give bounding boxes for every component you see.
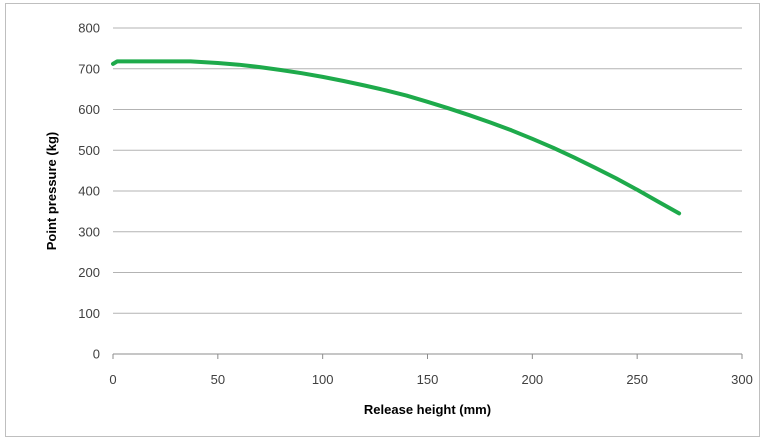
- gridlines: [113, 27, 742, 314]
- y-tick-label: 300: [78, 224, 100, 239]
- x-tick-label: 100: [312, 372, 334, 387]
- data-point: [656, 200, 660, 204]
- x-tick-label: 200: [521, 372, 543, 387]
- y-tick-label: 100: [78, 306, 100, 321]
- data-point: [300, 71, 304, 75]
- data-point: [509, 128, 513, 132]
- data-point: [132, 59, 136, 63]
- data-point: [426, 100, 429, 104]
- data-point: [614, 176, 618, 180]
- y-tick-label: 500: [78, 143, 100, 158]
- x-tick-label: 300: [731, 372, 753, 387]
- data-point: [174, 59, 178, 63]
- data-point: [405, 94, 409, 98]
- data-point: [115, 59, 119, 63]
- data-point: [384, 88, 388, 92]
- data-point: [342, 79, 346, 83]
- x-tick-label: 250: [626, 372, 648, 387]
- data-point: [363, 83, 367, 87]
- data-point: [216, 61, 220, 65]
- data-point: [258, 65, 262, 69]
- y-tick-label: 700: [78, 61, 100, 76]
- data-point: [677, 211, 681, 215]
- x-tick-label: 0: [109, 372, 116, 387]
- data-point: [488, 121, 492, 125]
- series-layer: [111, 59, 682, 216]
- data-point: [153, 59, 157, 63]
- axes: [112, 353, 743, 359]
- data-point: [446, 106, 450, 110]
- data-point: [237, 63, 241, 67]
- y-axis-title: Point pressure (kg): [44, 132, 59, 250]
- x-tick-label: 50: [211, 372, 225, 387]
- x-axis-title: Release height (mm): [364, 402, 491, 417]
- chart-frame: [5, 3, 760, 437]
- x-tick-labels: 0 50 100 150 200 250 300: [109, 372, 752, 387]
- y-tick-label: 200: [78, 265, 100, 280]
- data-point: [593, 166, 597, 170]
- y-tick-label: 400: [78, 184, 100, 199]
- data-point: [572, 156, 576, 160]
- y-tick-label: 0: [93, 347, 100, 362]
- data-point: [321, 75, 325, 79]
- data-point: [467, 113, 471, 117]
- data-point: [189, 59, 193, 63]
- x-tick-label: 150: [417, 372, 439, 387]
- data-point: [111, 62, 115, 66]
- data-point: [635, 188, 639, 192]
- y-tick-label: 800: [78, 21, 100, 36]
- data-point: [530, 137, 534, 141]
- y-tick-labels: 0 100 200 300 400 500 600 700 800: [78, 21, 100, 362]
- data-point: [279, 68, 283, 72]
- y-tick-label: 600: [78, 102, 100, 117]
- data-point: [551, 146, 555, 150]
